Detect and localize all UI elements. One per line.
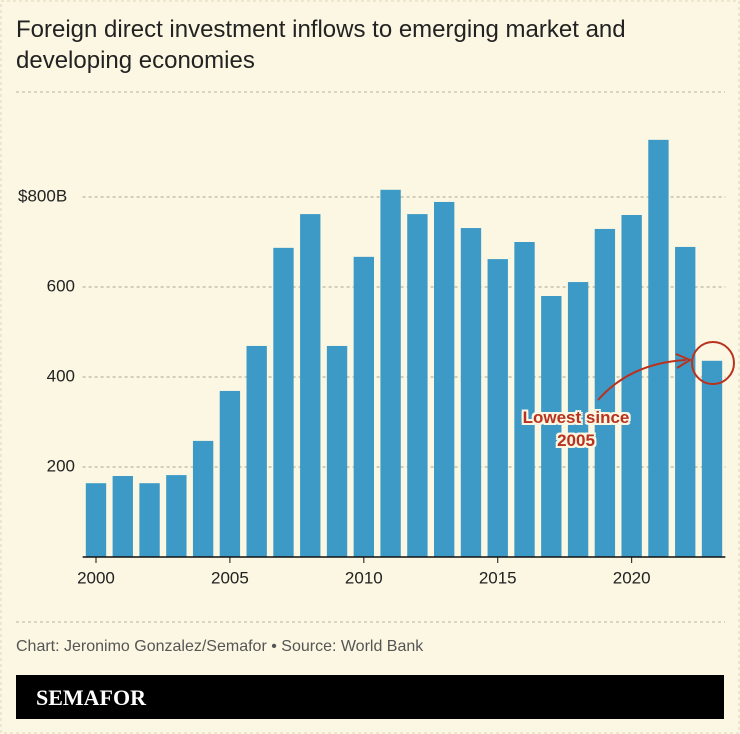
brand-bar: SEMAFOR — [16, 675, 724, 719]
y-tick-label: 400 — [47, 366, 75, 385]
y-tick-label: 200 — [47, 456, 75, 475]
bar — [514, 242, 535, 557]
x-tick-label: 2005 — [211, 568, 249, 587]
bar — [407, 214, 428, 557]
bar — [487, 259, 508, 557]
bar — [246, 345, 267, 557]
bar — [353, 256, 375, 557]
bar — [112, 476, 133, 557]
arrow-head — [675, 353, 693, 369]
x-tick-label: 2020 — [613, 568, 651, 587]
x-tick-label: 2010 — [345, 568, 383, 587]
bar — [541, 296, 562, 557]
bar — [166, 475, 187, 557]
bar — [433, 201, 455, 557]
x-tick-label: 2015 — [479, 568, 517, 587]
bar — [300, 214, 321, 557]
bar — [675, 246, 696, 557]
bar — [85, 483, 107, 557]
plot: 200 400 600 $800B 2000 2005 2010 2015 2020 — [18, 139, 726, 587]
bar — [621, 215, 642, 557]
bar — [701, 360, 723, 557]
y-tick-label: $800B — [18, 186, 67, 205]
bar — [219, 390, 241, 557]
bar — [192, 440, 214, 557]
x-tick-label: 2000 — [77, 568, 115, 587]
bar — [380, 189, 401, 558]
arrow — [597, 359, 687, 401]
bar — [326, 345, 348, 557]
highlight-circle — [691, 341, 735, 385]
source: Chart: Jeronimo Gonzalez/Semafor • Sourc… — [16, 638, 424, 655]
bar — [139, 483, 160, 557]
bar — [567, 282, 589, 557]
annotation: Lowest since 2005 — [522, 408, 630, 450]
chart-title: Foreign direct investment inflows to eme… — [16, 16, 626, 74]
y-tick-label: 600 — [47, 276, 75, 295]
bar — [648, 139, 669, 557]
brand: SEMAFOR — [36, 685, 146, 710]
bar — [273, 247, 294, 557]
bar — [460, 228, 482, 558]
